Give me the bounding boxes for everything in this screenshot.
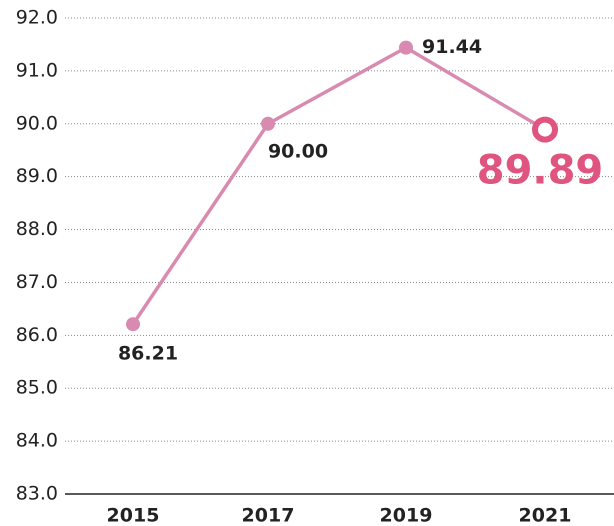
y-tick-label: 83.0	[16, 483, 58, 505]
value-label: 91.44	[422, 36, 482, 58]
y-tick-label: 86.0	[16, 324, 58, 346]
x-tick-label: 2019	[380, 505, 433, 526]
y-tick-label: 89.0	[16, 165, 58, 187]
highlight-marker	[532, 116, 558, 143]
y-tick-label: 87.0	[16, 271, 58, 293]
line	[131, 45, 546, 326]
x-tick-label: 2015	[107, 505, 160, 526]
y-tick-label: 84.0	[16, 430, 58, 452]
highlight-label: 89.89	[477, 148, 604, 194]
y-tick-label: 91.0	[16, 59, 58, 81]
x-tick-label: 2021	[519, 505, 572, 526]
y-tick-label: 90.0	[16, 112, 58, 134]
marker	[399, 40, 413, 55]
y-tick-label: 92.0	[16, 7, 58, 29]
y-tick-label: 85.0	[16, 377, 58, 399]
value-label: 90.00	[268, 140, 328, 162]
y-tick-label: 88.0	[16, 218, 58, 240]
x-tick-label: 2017	[242, 505, 295, 526]
value-label: 86.21	[118, 343, 178, 365]
marker	[126, 317, 140, 332]
marker	[261, 116, 275, 131]
